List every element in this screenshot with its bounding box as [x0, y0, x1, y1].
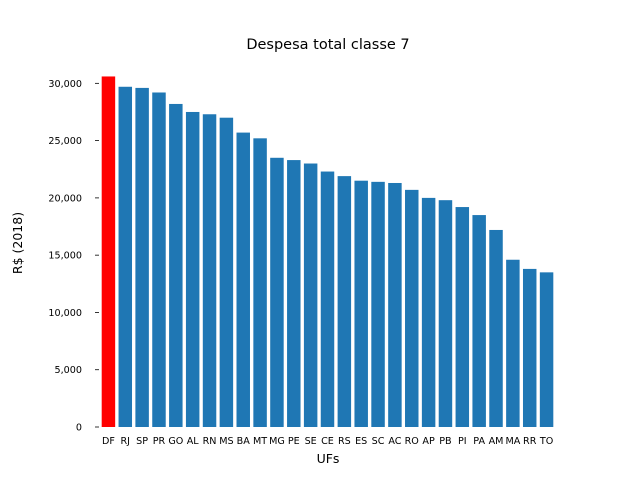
bar-pa — [472, 215, 486, 427]
bar-mt — [253, 138, 267, 427]
x-tick-label-to: TO — [539, 436, 554, 447]
x-tick-label-pr: PR — [153, 436, 166, 447]
y-tick-label: 5,000 — [55, 365, 82, 376]
x-tick-label-pa: PA — [473, 436, 485, 447]
x-tick-label-se: SE — [305, 436, 317, 447]
x-tick-label-df: DF — [102, 436, 115, 447]
bar-pr — [152, 92, 166, 428]
x-tick-label-go: GO — [168, 436, 183, 447]
y-tick-label: 0 — [76, 423, 82, 434]
bar-rj — [118, 86, 133, 428]
bar-to — [539, 272, 554, 427]
x-tick-label-sp: SP — [136, 436, 148, 447]
x-tick-label-rn: RN — [203, 436, 217, 447]
bar-rr — [522, 268, 537, 427]
bar-mg — [270, 157, 284, 428]
x-tick-label-ma: MA — [505, 436, 520, 447]
y-tick-label: 25,000 — [48, 136, 82, 147]
bar-ce — [320, 171, 335, 427]
x-tick-label-al: AL — [187, 436, 200, 447]
y-axis-label: R$ (2018) — [10, 212, 25, 274]
bar-ba — [236, 132, 250, 427]
x-tick-label-ap: AP — [422, 436, 435, 447]
bar-ap — [421, 197, 436, 427]
x-tick-label-ce: CE — [321, 436, 334, 447]
x-tick-label-es: ES — [355, 436, 367, 447]
bar-go — [169, 103, 183, 427]
y-tick-labels: 0 5,000 10,000 15,000 20,000 25,000 30,000 — [48, 79, 99, 434]
bar-ac — [388, 182, 402, 427]
x-tick-label-am: AM — [489, 436, 504, 447]
x-tick-label-rj: RJ — [121, 436, 131, 447]
x-tick-label-mt: MT — [253, 436, 267, 447]
bar-ma — [506, 259, 520, 427]
x-tick-label-sc: SC — [372, 436, 385, 447]
x-tick-label-ac: AC — [388, 436, 401, 447]
x-tick-label-pi: PI — [458, 436, 467, 447]
x-tick-label-rs: RS — [338, 436, 351, 447]
x-tick-label-ro: RO — [405, 436, 420, 447]
y-tick-label: 15,000 — [48, 251, 82, 262]
bar-pi — [455, 207, 470, 427]
bar-sp — [135, 87, 149, 427]
bar-rs — [337, 176, 352, 427]
bar-ms — [219, 117, 234, 427]
bar-sc — [371, 181, 385, 427]
x-tick-label-ba: BA — [237, 436, 251, 447]
bar-es — [354, 180, 368, 427]
bar-pb — [438, 200, 453, 427]
x-tick-label-pe: PE — [288, 436, 300, 447]
y-tick-label: 30,000 — [48, 79, 82, 90]
x-tick-label-rr: RR — [523, 436, 537, 447]
bar-rn — [202, 114, 217, 427]
x-tick-labels: DF RJ SP PR GO AL RN MS BA MT MG PE SE CE RS ES SC AC RO AP… — [102, 436, 554, 447]
x-axis-label: UFs — [317, 451, 340, 466]
bar-ro — [405, 189, 419, 427]
bar-pe — [287, 160, 301, 427]
x-tick-label-pb: PB — [439, 436, 451, 447]
x-tick-label-mg: MG — [269, 436, 285, 447]
x-tick-label-ms: MS — [219, 436, 233, 447]
bar-df — [101, 76, 116, 428]
y-tick-label: 10,000 — [48, 308, 82, 319]
bar-al — [185, 111, 200, 427]
chart-title: Despesa total classe 7 — [246, 37, 409, 53]
bar-am — [489, 229, 503, 427]
bars-group — [101, 76, 554, 428]
y-tick-label: 20,000 — [48, 193, 82, 204]
bar-se — [303, 163, 318, 427]
